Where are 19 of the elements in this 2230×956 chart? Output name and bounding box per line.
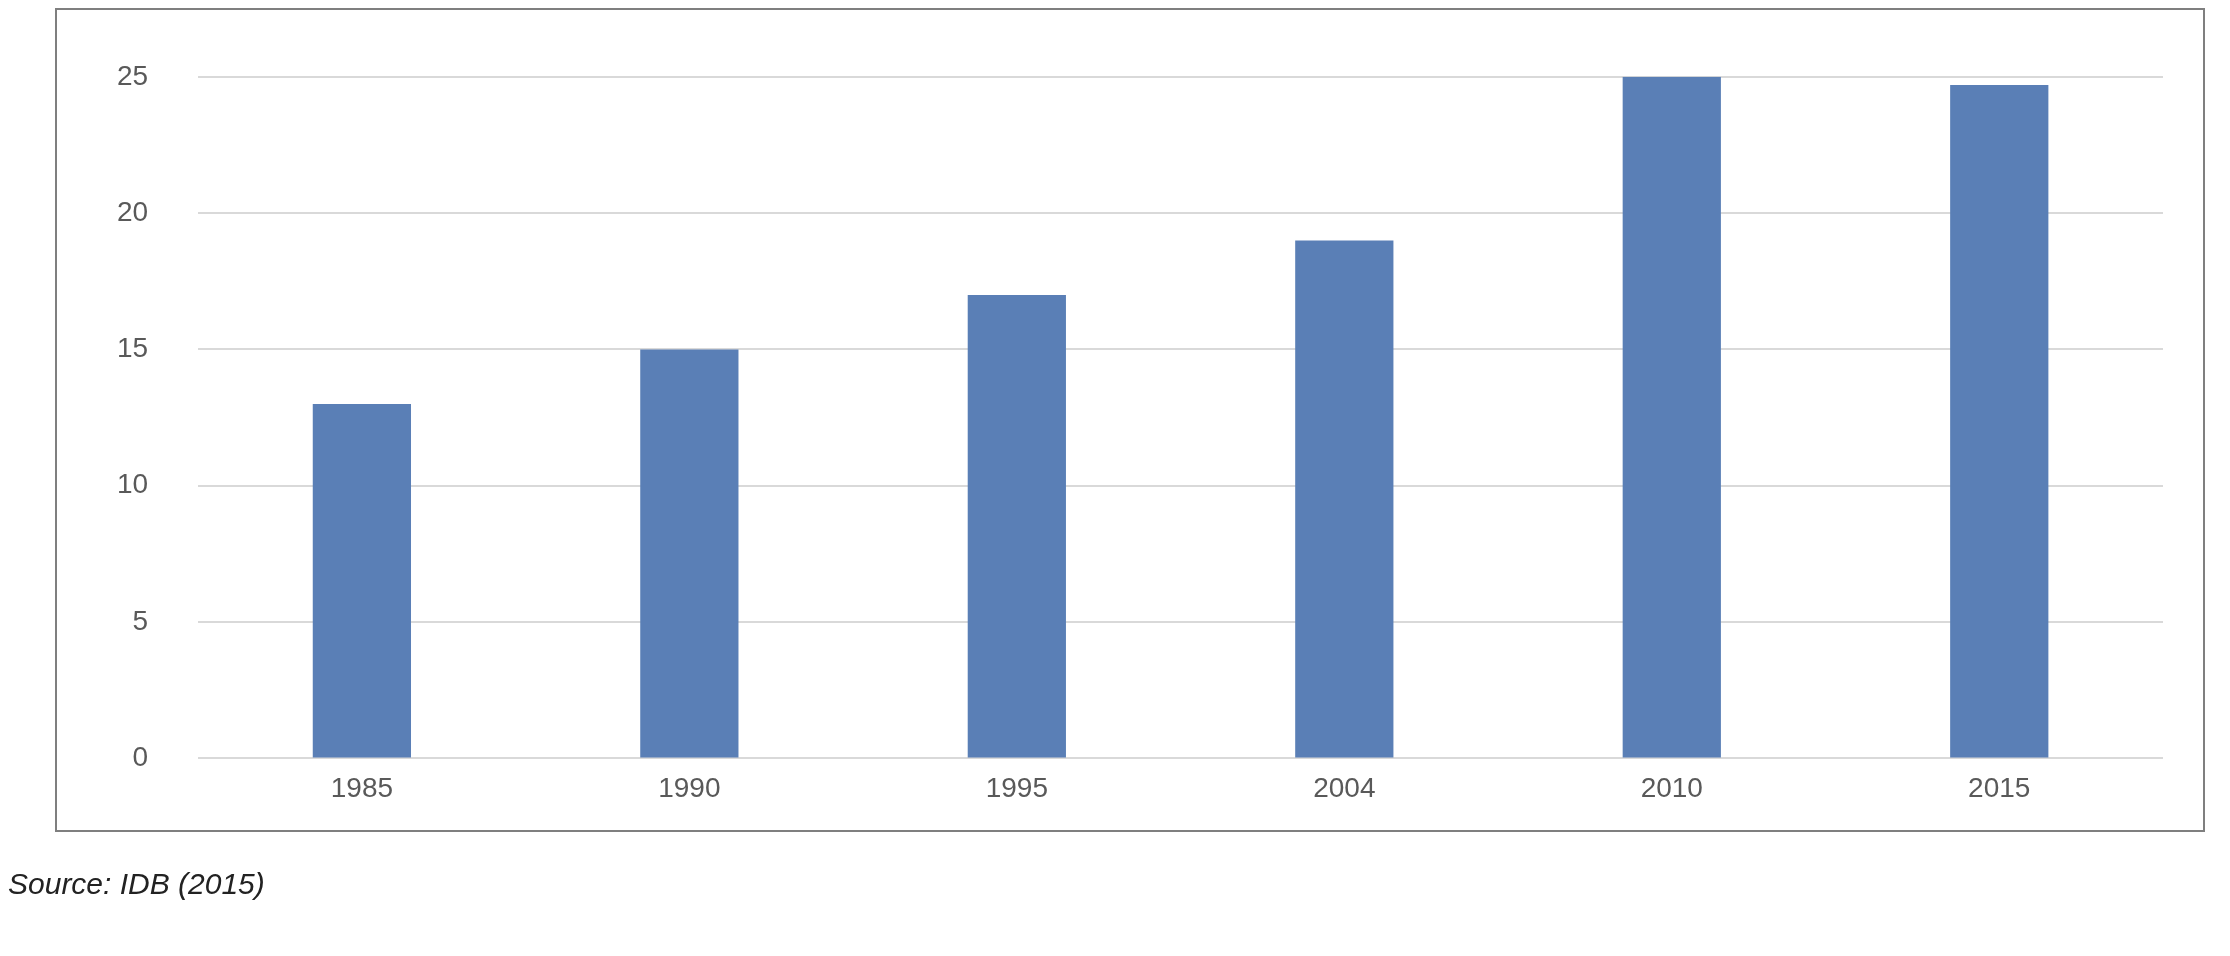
x-tick-label: 2004 bbox=[1313, 771, 1376, 803]
bar bbox=[640, 349, 739, 758]
bar bbox=[1622, 76, 1721, 758]
bar bbox=[1295, 240, 1394, 758]
y-tick-label: 0 bbox=[132, 741, 149, 773]
x-tick-label: 1985 bbox=[330, 771, 394, 803]
bar bbox=[967, 294, 1066, 758]
bar bbox=[312, 403, 411, 758]
y-tick-label: 5 bbox=[132, 604, 149, 636]
x-tick-label: 2010 bbox=[1640, 771, 1703, 803]
source-note: Source: IDB (2015) bbox=[8, 867, 266, 901]
x-tick-label: 1995 bbox=[985, 771, 1048, 803]
y-tick-label: 25 bbox=[116, 59, 149, 91]
x-tick-label: 1990 bbox=[658, 771, 721, 803]
y-tick-label: 10 bbox=[116, 468, 149, 500]
bar bbox=[1950, 84, 2049, 758]
x-tick-label: 2015 bbox=[1968, 771, 2031, 803]
y-tick-label: 20 bbox=[116, 195, 149, 227]
y-tick-label: 15 bbox=[116, 332, 149, 364]
